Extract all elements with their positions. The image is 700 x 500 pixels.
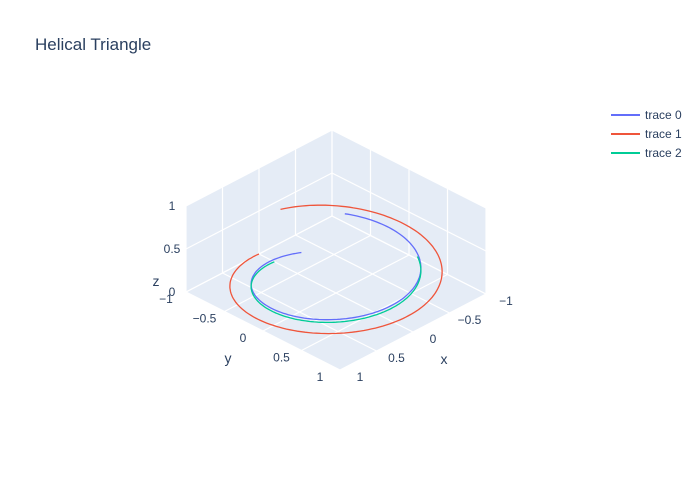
y-tick-label: 0 [240,331,247,345]
z-tick-label: 1 [169,199,176,213]
gridline-y-floor [262,254,410,332]
trace-line-0 [250,213,422,321]
z-tick-label: 0.5 [164,242,181,256]
gridline-y-floor [339,293,487,371]
x-axis-title: x [441,351,448,367]
y-tick-label: −0.5 [193,312,217,326]
legend-label-0[interactable]: trace 0 [645,108,682,122]
y-tick-label: 0.5 [273,351,290,365]
gridline-z-wall-x [331,215,487,295]
legend-label-2[interactable]: trace 2 [645,146,682,160]
trace-line-2 [250,256,422,324]
scene-tick-labels: −1 −0.5 0 0.5 1 −1 −0.5 0 0.5 1 0 0.5 1 [159,199,513,384]
gridline-z-wall-y [185,129,333,207]
y-tick-label: 1 [317,370,324,384]
gridline-z-wall-y [185,172,333,250]
z-axis-title: z [153,273,160,289]
gridline-y-floor [224,234,371,313]
y-axis-title: y [225,350,232,366]
y-tick-label: −1 [159,292,173,306]
trace-line-1 [229,204,443,335]
x-tick-label: 1 [357,370,364,384]
x-tick-label: −1 [499,294,513,308]
gridline-z-wall-x [331,172,487,252]
legend[interactable]: trace 0 trace 1 trace 2 [611,108,682,160]
x-tick-label: −0.5 [458,313,482,327]
legend-label-1[interactable]: trace 1 [645,127,682,141]
x-tick-label: 0 [430,332,437,346]
z-tick-label: 0 [169,285,176,299]
x-tick-label: 0.5 [388,351,405,365]
gridline-z-wall-x [331,129,487,209]
chart-title: Helical Triangle [35,35,151,54]
scene-traces [229,204,443,335]
